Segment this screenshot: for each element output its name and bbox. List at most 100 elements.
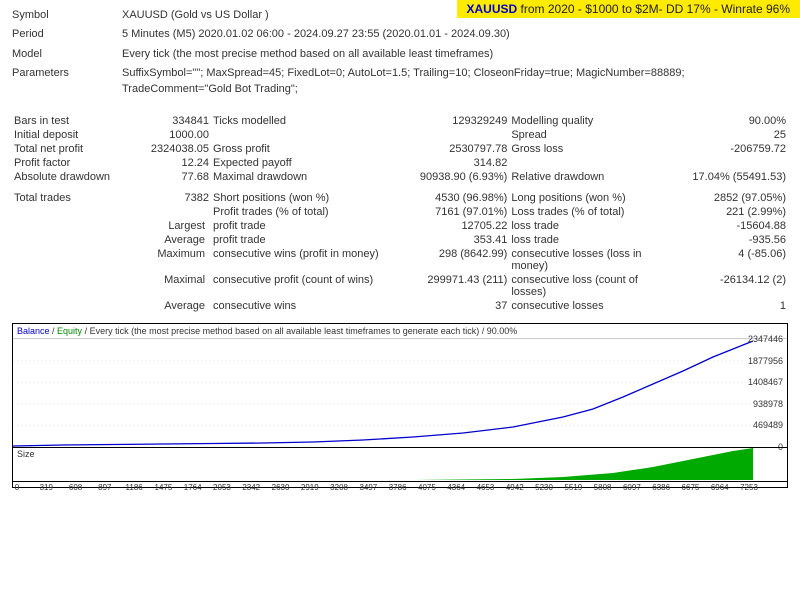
x-tick-label: 3208 — [330, 483, 348, 492]
largest-profit-label: profit trade — [211, 219, 390, 233]
gross-profit: 2530797.78 — [390, 142, 510, 156]
max-closs: 4 (-85.06) — [668, 247, 788, 273]
avg-profit: 353.41 — [390, 233, 510, 247]
banner-text: from 2020 - $1000 to $2M- DD 17% - Winra… — [521, 2, 790, 16]
initial-deposit: 1000.00 — [131, 128, 211, 142]
x-tick-label: 2053 — [213, 483, 231, 492]
y-tick-label: 1408467 — [748, 377, 783, 387]
banner-symbol: XAUUSD — [467, 2, 518, 16]
avg-closs-label: consecutive losses — [509, 299, 668, 313]
long: 2852 (97.05%) — [668, 184, 788, 205]
expected-payoff-label: Expected payoff — [211, 156, 390, 170]
chart-header: Balance / Equity / Every tick (the most … — [13, 324, 787, 339]
largest-label: Largest — [131, 219, 211, 233]
largest-profit: 12705.22 — [390, 219, 510, 233]
chart-balance-label: Balance — [17, 326, 50, 336]
y-tick-label: 1877956 — [748, 356, 783, 366]
x-axis-labels: 0 319 608 897 1186 1475 1764 2053 2342 2630 2919 32… — [13, 481, 787, 493]
max-cprofit: 299971.43 (211) — [390, 273, 510, 299]
max-clossp: -26134.12 (2) — [668, 273, 788, 299]
x-tick-label: 1475 — [154, 483, 172, 492]
bars-in-test: 334841 — [131, 107, 211, 128]
x-tick-label: 7253 — [740, 483, 758, 492]
model-label: Model — [12, 47, 122, 62]
params-value: SuffixSymbol=""; MaxSpread=45; FixedLot=… — [122, 66, 788, 97]
abs-dd: 77.68 — [131, 170, 211, 184]
x-tick-label: 5808 — [594, 483, 612, 492]
bars-in-test-label: Bars in test — [12, 107, 131, 128]
y-tick-label: 2347446 — [748, 334, 783, 344]
profit-trades: 7161 (97.01%) — [390, 205, 510, 219]
x-tick-label: 1764 — [184, 483, 202, 492]
x-tick-label: 4075 — [418, 483, 436, 492]
x-tick-label: 6097 — [623, 483, 641, 492]
profit-trades-label: Profit trades (% of total) — [211, 205, 390, 219]
x-tick-label: 4942 — [506, 483, 524, 492]
balance-line-chart — [13, 339, 753, 447]
x-tick-label: 6386 — [652, 483, 670, 492]
spread-label: Spread — [509, 128, 668, 142]
period-value: 5 Minutes (M5) 2020.01.02 06:00 - 2024.0… — [122, 27, 788, 42]
x-tick-label: 4653 — [477, 483, 495, 492]
expected-payoff: 314.82 — [390, 156, 510, 170]
title-banner: XAUUSD from 2020 - $1000 to $2M- DD 17% … — [457, 0, 800, 18]
params-label: Parameters — [12, 66, 122, 97]
chart-header-rest: / Every tick (the most precise method ba… — [82, 326, 517, 336]
model-value: Every tick (the most precise method base… — [122, 47, 788, 62]
modelling-quality-label: Modelling quality — [509, 107, 668, 128]
max-dd-label: Maximal drawdown — [211, 170, 390, 184]
x-tick-label: 2342 — [242, 483, 260, 492]
x-tick-label: 5230 — [535, 483, 553, 492]
avg-loss-label: loss trade — [509, 233, 668, 247]
max-clossp-label: consecutive loss (count of losses) — [509, 273, 668, 299]
ticks-modelled: 129329249 — [390, 107, 510, 128]
maximal-label: Maximal — [131, 273, 211, 299]
average2-label: Average — [131, 299, 211, 313]
x-tick-label: 608 — [69, 483, 82, 492]
x-tick-label: 3497 — [359, 483, 377, 492]
x-tick-label: 2919 — [301, 483, 319, 492]
x-tick-label: 4364 — [447, 483, 465, 492]
period-label: Period — [12, 27, 122, 42]
ticks-modelled-label: Ticks modelled — [211, 107, 390, 128]
avg-loss: -935.56 — [668, 233, 788, 247]
maximum-label: Maximum — [131, 247, 211, 273]
abs-dd-label: Absolute drawdown — [12, 170, 131, 184]
rel-dd-label: Relative drawdown — [509, 170, 668, 184]
symbol-label: Symbol — [12, 8, 122, 23]
total-trades-label: Total trades — [12, 184, 131, 205]
max-cwins: 298 (8642.99) — [390, 247, 510, 273]
x-tick-label: 319 — [40, 483, 53, 492]
total-trades: 7382 — [131, 184, 211, 205]
average-label: Average — [131, 233, 211, 247]
net-profit-label: Total net profit — [12, 142, 131, 156]
spread: 25 — [668, 128, 788, 142]
x-tick-label: 2630 — [272, 483, 290, 492]
gross-loss-label: Gross loss — [509, 142, 668, 156]
modelling-quality: 90.00% — [668, 107, 788, 128]
x-tick-label: 897 — [98, 483, 111, 492]
balance-chart-area: 2347446187795614084679389784694890 — [13, 339, 787, 447]
chart-equity-label: Equity — [57, 326, 82, 336]
initial-deposit-label: Initial deposit — [12, 128, 131, 142]
loss-trades-label: Loss trades (% of total) — [509, 205, 668, 219]
profit-factor: 12.24 — [131, 156, 211, 170]
stats-table: Bars in test 334841 Ticks modelled 12932… — [12, 107, 788, 313]
max-closs-label: consecutive losses (loss in money) — [509, 247, 668, 273]
max-cprofit-label: consecutive profit (count of wins) — [211, 273, 390, 299]
short-label: Short positions (won %) — [211, 184, 390, 205]
x-tick-label: 3786 — [389, 483, 407, 492]
max-dd: 90938.90 (6.93%) — [390, 170, 510, 184]
x-tick-label: 6675 — [682, 483, 700, 492]
profit-factor-label: Profit factor — [12, 156, 131, 170]
avg-profit-label: profit trade — [211, 233, 390, 247]
short: 4530 (96.98%) — [390, 184, 510, 205]
gross-loss: -206759.72 — [668, 142, 788, 156]
x-tick-label: 0 — [15, 483, 19, 492]
x-tick-label: 1186 — [126, 483, 143, 492]
size-area-chart — [13, 448, 753, 480]
avg-cwins-label: consecutive wins — [211, 299, 390, 313]
y-tick-label: 938978 — [753, 399, 783, 409]
x-tick-label: 6964 — [711, 483, 729, 492]
equity-chart: Balance / Equity / Every tick (the most … — [12, 323, 788, 488]
